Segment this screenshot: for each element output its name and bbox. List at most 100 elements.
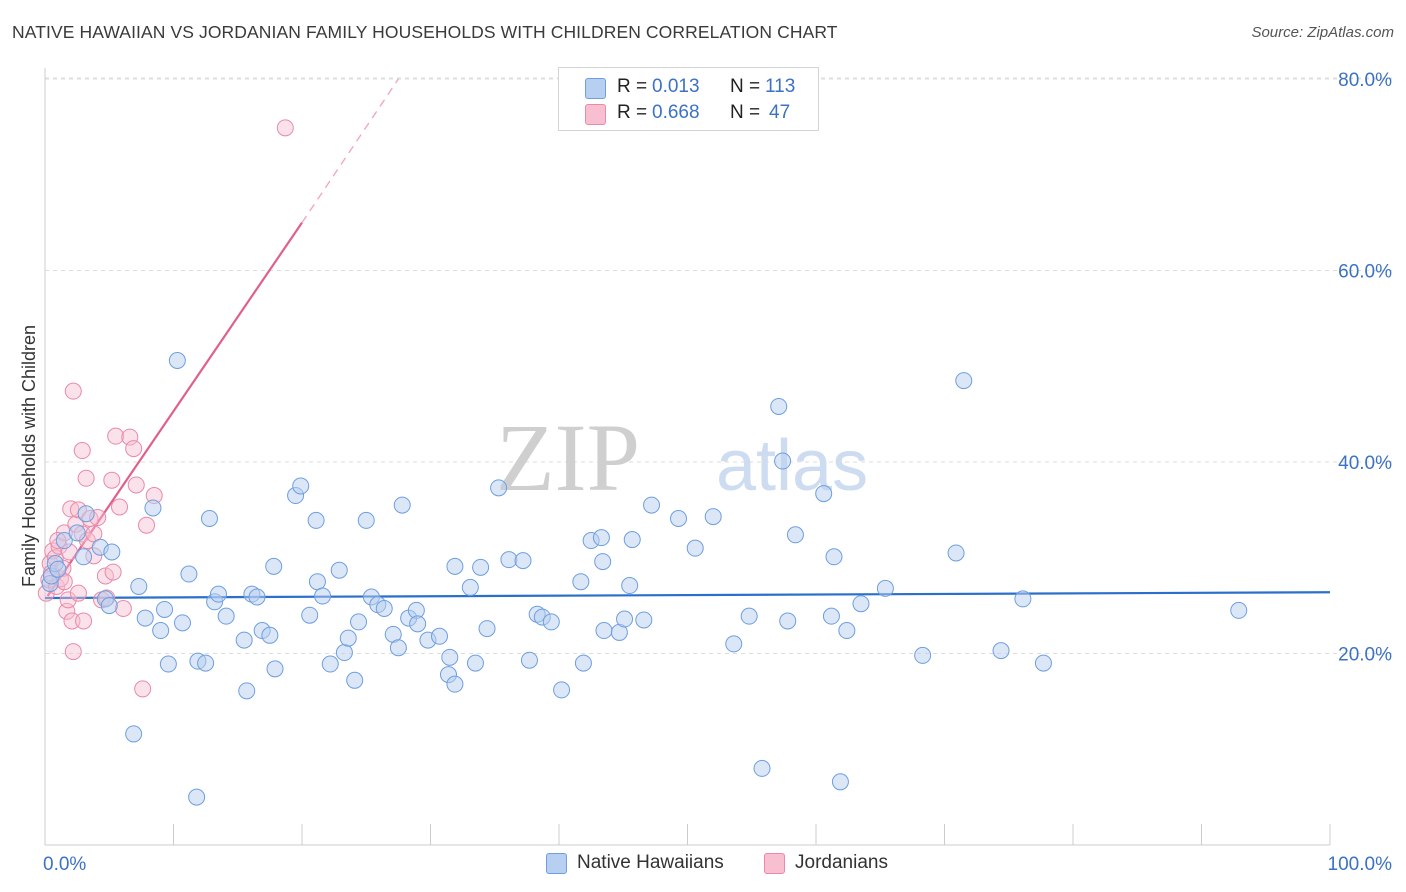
native-hawaiian-point: [55, 532, 73, 550]
native-hawaiian-point: [357, 511, 375, 529]
gridlines: [45, 77, 1392, 654]
bottom-legend-label: Jordanians: [795, 852, 888, 873]
bottom-legend-swatch-blue: [546, 853, 567, 874]
jordanian-point: [75, 612, 93, 630]
native-hawaiian-point: [441, 648, 459, 666]
native-hawaiian-point: [774, 452, 792, 470]
native-hawaiian-point: [825, 548, 843, 566]
native-hawaiian-point: [409, 615, 427, 633]
bottom-legend-swatch-pink: [764, 853, 785, 874]
y-tick-label: 60.0%: [1338, 262, 1392, 283]
jordanian-point: [69, 584, 87, 602]
native-hawaiian-point: [786, 526, 804, 544]
native-hawaiian-point: [914, 646, 932, 664]
chart-source: Source: ZipAtlas.com: [1251, 24, 1394, 41]
x-tick-label: 0.0%: [43, 854, 86, 875]
correlation-legend: R = 0.013 N = 113 R = 0.668 N = 47: [558, 67, 819, 131]
jordanian-point: [276, 119, 294, 137]
native-hawaiian-point: [592, 529, 610, 547]
native-hawaiian-point: [375, 599, 393, 617]
native-hawaiian-point: [197, 654, 215, 672]
native-hawaiian-point: [704, 508, 722, 526]
native-hawaiian-point: [330, 561, 348, 579]
native-hawaiian-point: [635, 611, 653, 629]
native-hawaiian-point: [753, 759, 771, 777]
native-hawaiians-trend: [44, 591, 1331, 600]
native-hawaiian-point: [301, 606, 319, 624]
jordanian-point: [96, 567, 114, 585]
native-hawaiian-point: [152, 622, 170, 640]
jordanian-point: [111, 498, 129, 516]
native-hawaiian-point: [572, 573, 590, 591]
native-hawaiian-point: [822, 607, 840, 625]
native-hawaiian-point: [125, 725, 143, 743]
y-axis-label: Family Households with Children: [19, 325, 39, 587]
jordanian-point: [127, 476, 145, 494]
native-hawaiian-point: [623, 531, 641, 549]
native-hawaiian-point: [144, 499, 162, 517]
native-hawaiian-point: [292, 477, 310, 495]
native-hawaiian-point: [266, 660, 284, 678]
native-hawaiian-point: [265, 557, 283, 575]
y-tick-label: 40.0%: [1338, 453, 1392, 474]
legend-n-value: 47: [769, 102, 791, 123]
native-hawaiian-point: [430, 627, 448, 645]
native-hawaiian-point: [100, 597, 118, 615]
native-hawaiian-point: [159, 655, 177, 673]
watermark-zip: ZIP: [496, 404, 640, 511]
native-hawaiian-point: [308, 573, 326, 591]
native-hawaiian-point: [595, 622, 613, 640]
native-hawaiian-point: [235, 631, 253, 649]
jordanian-point: [64, 382, 82, 400]
native-hawaiian-point: [307, 511, 325, 529]
x-tick-labels: 0.0% 100.0%: [43, 854, 1392, 875]
native-hawaiian-point: [621, 577, 639, 595]
jordanian-point: [59, 591, 77, 609]
legend-swatch-blue: [585, 78, 606, 99]
native-hawaiian-point: [314, 587, 332, 605]
y-tick-label: 80.0%: [1338, 70, 1392, 91]
jordanian-point: [114, 599, 132, 617]
jordanian-point: [107, 427, 125, 445]
native-hawaiian-point: [616, 610, 634, 628]
native-hawaiian-point: [446, 675, 464, 693]
native-hawaiian-point: [852, 595, 870, 613]
bottom-legend-label: Native Hawaiians: [577, 852, 724, 873]
native-hawaiian-point: [992, 642, 1010, 660]
native-hawaiian-point: [725, 635, 743, 653]
watermark-atlas: atlas: [716, 426, 868, 506]
native-hawaiian-point: [542, 613, 560, 631]
native-hawaiian-point: [168, 352, 186, 370]
native-hawaiian-point: [200, 509, 218, 527]
native-hawaiian-point: [643, 496, 661, 514]
native-hawaiian-point: [77, 505, 95, 523]
native-hawaiian-point: [68, 524, 86, 542]
native-hawaiian-point: [209, 585, 227, 603]
jordanian-point: [73, 442, 91, 460]
native-hawaiian-point: [831, 773, 849, 791]
legend-n-value: 113: [765, 76, 796, 97]
jordanian-point: [63, 612, 81, 630]
legend-n-label: N =: [730, 102, 761, 123]
native-hawaiian-point: [466, 654, 484, 672]
native-hawaiian-point: [574, 654, 592, 672]
native-hawaiian-point: [740, 607, 758, 625]
native-hawaiian-point: [103, 543, 121, 561]
native-hawaiian-point: [156, 600, 174, 618]
legend-r-label: R =: [617, 76, 648, 97]
native-hawaiian-point: [130, 577, 148, 595]
native-hawaiian-point: [461, 578, 479, 596]
native-hawaiian-point: [670, 509, 688, 527]
native-hawaiian-point: [478, 620, 496, 638]
native-hawaiian-point: [389, 639, 407, 657]
jordanian-point: [103, 471, 121, 489]
legend-r-label: R =: [617, 102, 648, 123]
legend-swatch-pink: [585, 104, 606, 125]
native-hawaiian-point: [520, 651, 538, 669]
native-hawaiian-point: [1034, 654, 1052, 672]
jordanian-point: [104, 563, 122, 581]
native-hawaiian-point: [686, 539, 704, 557]
native-hawaiian-point: [248, 588, 266, 606]
native-hawaiian-point: [261, 626, 279, 644]
